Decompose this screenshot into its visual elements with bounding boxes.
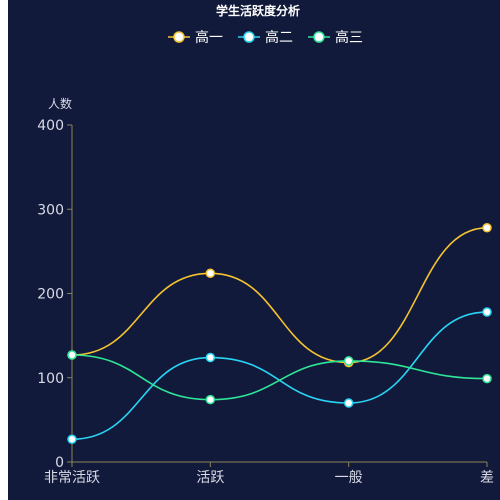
- legend-label: 高三: [335, 29, 363, 46]
- data-point[interactable]: [482, 223, 492, 233]
- y-tick-label: 300: [37, 202, 64, 218]
- data-point[interactable]: [205, 352, 216, 363]
- series-line-2: [71, 311, 488, 441]
- data-point[interactable]: [205, 268, 216, 279]
- series-layer: [67, 223, 492, 445]
- y-tick-label: 400: [37, 118, 64, 134]
- legend-marker: [173, 31, 185, 43]
- series-line-1: [71, 226, 488, 364]
- y-axis-label: 人数: [48, 96, 72, 111]
- data-point[interactable]: [343, 398, 354, 408]
- legend: 高一 高二 高三: [168, 29, 363, 46]
- line-chart: 学生活跃度分析 高一 高二 高三 人数 0 100 200 300 400 非常活跃 活跃 一般 差: [37, 3, 494, 486]
- legend-marker: [313, 31, 325, 43]
- y-tick-label: 0: [55, 455, 64, 471]
- legend-label: 高一: [195, 29, 223, 46]
- legend-item-3[interactable]: 高三: [308, 29, 363, 46]
- y-tick-label: 100: [37, 371, 64, 387]
- data-point[interactable]: [205, 394, 216, 405]
- legend-marker: [243, 31, 255, 43]
- legend-item-1[interactable]: 高一: [168, 29, 223, 46]
- x-tick-label: 一般: [335, 470, 363, 486]
- data-point[interactable]: [482, 307, 492, 317]
- legend-label: 高二: [265, 29, 293, 46]
- data-point[interactable]: [67, 434, 77, 445]
- data-point[interactable]: [67, 350, 77, 360]
- y-tick-label: 200: [37, 287, 64, 303]
- x-tick-label: 非常活跃: [44, 470, 100, 486]
- data-point[interactable]: [343, 356, 354, 366]
- chart-panel: 学生活跃度分析 高一 高二 高三 人数 0 100 200 300 400 非常活跃 活跃 一般 差: [8, 0, 500, 500]
- series-line-3: [71, 354, 488, 401]
- chart-title: 学生活跃度分析: [216, 3, 300, 18]
- data-point[interactable]: [482, 373, 492, 384]
- legend-item-2[interactable]: 高二: [238, 29, 293, 46]
- x-tick-label: 活跃: [196, 470, 224, 486]
- axes: 0 100 200 300 400 非常活跃 活跃 一般 差: [37, 118, 494, 486]
- x-tick-label: 差: [480, 470, 494, 486]
